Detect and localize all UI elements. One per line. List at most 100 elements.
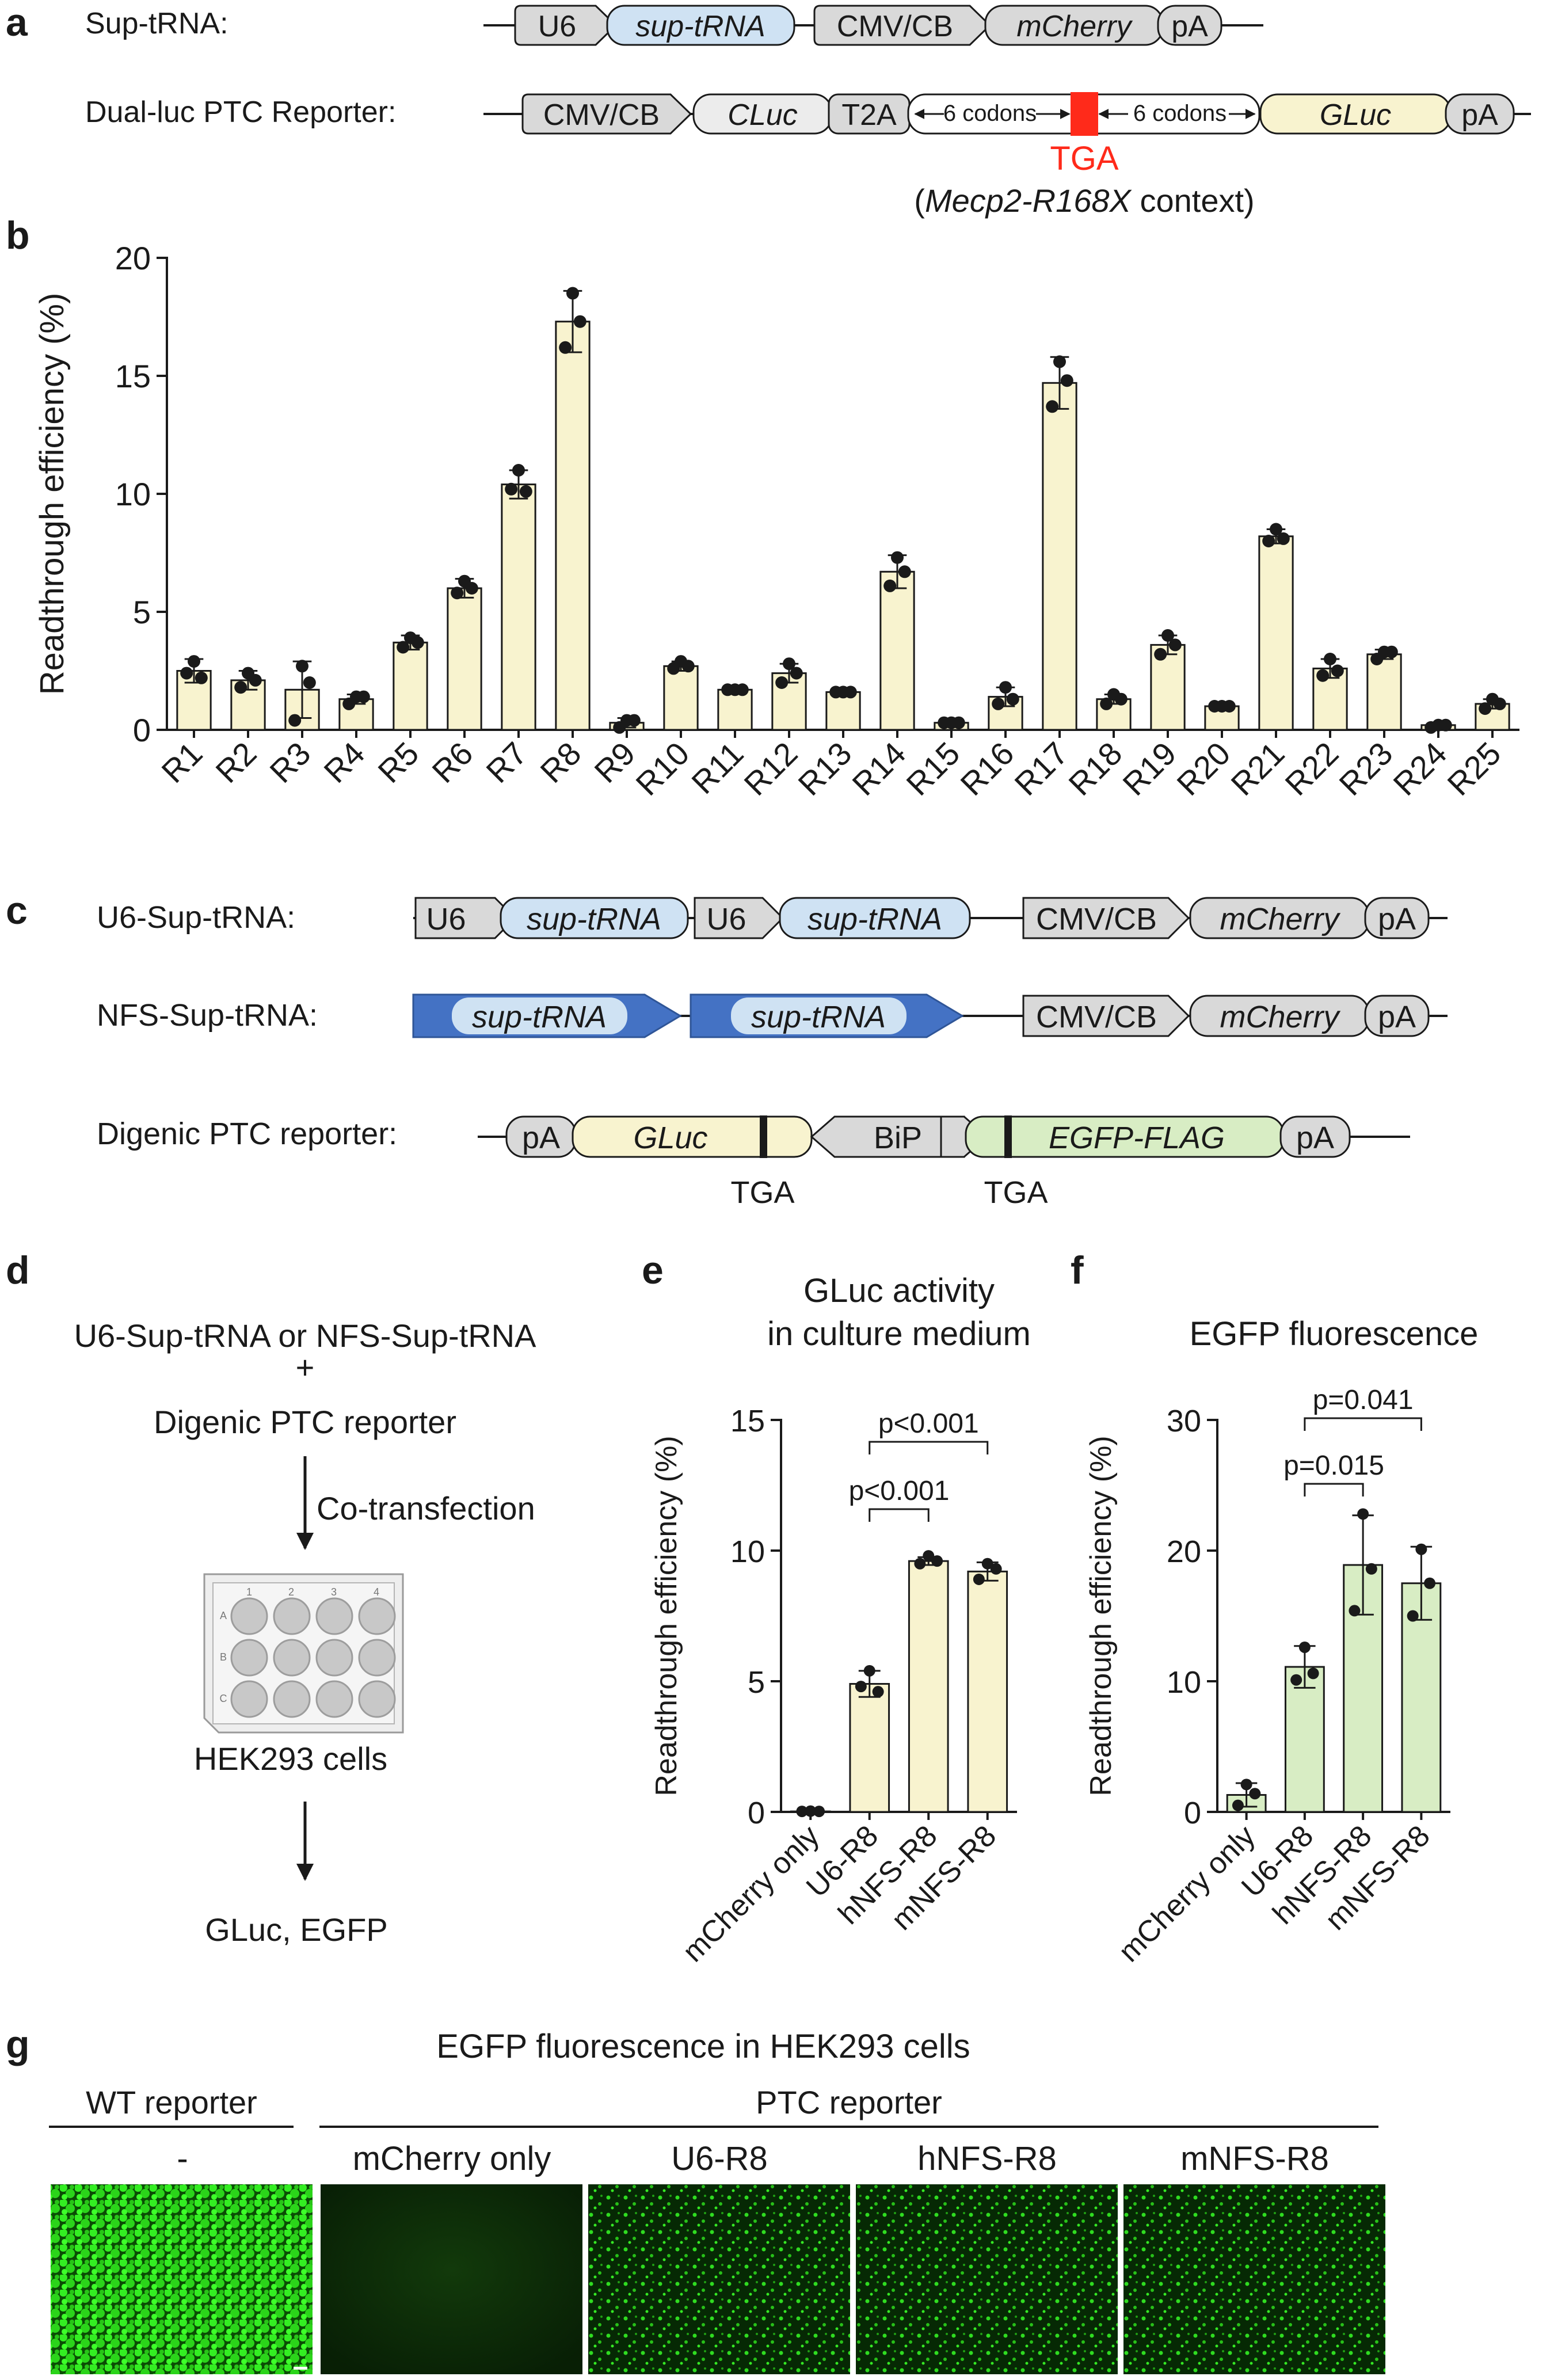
data-point bbox=[1240, 1779, 1252, 1791]
bar bbox=[555, 321, 591, 731]
c-polya-label-2: pA bbox=[1378, 1000, 1416, 1034]
data-point bbox=[1493, 697, 1506, 710]
data-point bbox=[1324, 653, 1336, 665]
plate-row-b: B bbox=[220, 1651, 227, 1663]
g-image-u6-r8 bbox=[588, 2184, 850, 2374]
bar bbox=[663, 665, 699, 731]
d-tga-label-2: TGA bbox=[984, 1175, 1048, 1210]
data-point bbox=[512, 464, 525, 477]
category-label: R14 bbox=[845, 735, 912, 802]
d-polya-label-left: pA bbox=[522, 1121, 560, 1155]
data-point bbox=[613, 721, 626, 734]
data-point bbox=[783, 657, 795, 671]
data-point bbox=[736, 683, 749, 696]
sup-trna-text: sup-tRNA bbox=[635, 10, 765, 43]
plate-well bbox=[358, 1639, 396, 1677]
data-point bbox=[1407, 1610, 1419, 1622]
y-tick-label: 5 bbox=[748, 1665, 765, 1700]
plate-well bbox=[230, 1680, 268, 1718]
panel-letter-b: b bbox=[6, 214, 30, 257]
data-point bbox=[891, 551, 904, 564]
plate-well bbox=[230, 1639, 268, 1677]
cmv-cb-promoter-box bbox=[813, 5, 992, 46]
significance-bracket bbox=[1304, 1417, 1422, 1431]
g-scale-bar bbox=[294, 2367, 307, 2370]
polya-label: pA bbox=[1171, 10, 1208, 43]
p-value-label: p=0.041 bbox=[1313, 1385, 1414, 1415]
data-point bbox=[790, 667, 803, 680]
c-cmv-cb-label-2: CMV/CB bbox=[1036, 1000, 1157, 1034]
data-point bbox=[1053, 355, 1066, 368]
c-polya-box-2 bbox=[1364, 995, 1430, 1037]
data-point bbox=[1316, 669, 1330, 682]
y-tick-label: 20 bbox=[115, 240, 151, 276]
data-point bbox=[1114, 692, 1128, 706]
d-egfp-flag-label: EGFP-FLAG bbox=[1049, 1121, 1225, 1155]
nfs-sup-trna-label-2: sup-tRNA bbox=[751, 1000, 886, 1034]
category-label: R24 bbox=[1386, 735, 1453, 802]
bar bbox=[908, 1560, 949, 1813]
data-point bbox=[296, 660, 308, 673]
panel-e: e 0 5 10 15 Readthrough efficiency (%) GLuc a… bbox=[642, 1248, 1031, 1968]
y-tick-label: 10 bbox=[730, 1534, 765, 1569]
data-point bbox=[234, 681, 247, 694]
data-point bbox=[519, 485, 532, 498]
plate-col-4: 4 bbox=[374, 1586, 379, 1598]
data-point bbox=[667, 662, 680, 675]
t2a-label: T2A bbox=[841, 98, 897, 132]
data-point bbox=[796, 1806, 808, 1818]
panel-g: g EGFP fluorescence in HEK293 cells WT r… bbox=[6, 2023, 1385, 2374]
chart-title: EGFP fluorescence bbox=[1190, 1315, 1479, 1353]
plate-col-3: 3 bbox=[331, 1586, 337, 1598]
data-point bbox=[397, 641, 410, 654]
data-point bbox=[1415, 1543, 1427, 1555]
d-line2: Digenic PTC reporter bbox=[154, 1404, 456, 1440]
data-point bbox=[188, 655, 200, 668]
data-point bbox=[180, 667, 193, 680]
data-point bbox=[1154, 648, 1167, 661]
p-value-label: p=0.015 bbox=[1283, 1450, 1384, 1481]
data-point bbox=[1208, 700, 1221, 713]
bar bbox=[1284, 1666, 1325, 1813]
chart-e-gluc-activity: 0 5 10 15 Readthrough efficiency (%) GLuc act… bbox=[650, 1272, 1031, 1968]
plate-col-2: 2 bbox=[288, 1586, 294, 1598]
panel-a: a Sup-tRNA: Dual-luc PTC Reporter: U6 su… bbox=[6, 1, 1531, 219]
data-point bbox=[1100, 697, 1113, 710]
d-egfp-stop-marker bbox=[1004, 1115, 1012, 1158]
rep-polya-box bbox=[1445, 93, 1515, 135]
data-point bbox=[999, 681, 1012, 694]
c-polya-label-1: pA bbox=[1378, 902, 1416, 936]
well-plate: 1 2 3 4 A B C bbox=[203, 1573, 404, 1734]
category-label: R11 bbox=[684, 735, 750, 801]
bar bbox=[1366, 653, 1402, 731]
bar bbox=[393, 641, 428, 731]
data-point bbox=[990, 1563, 1002, 1575]
data-point bbox=[451, 587, 464, 600]
y-tick-label: 20 bbox=[1167, 1534, 1201, 1569]
plate-wells bbox=[230, 1597, 396, 1718]
plate-well bbox=[315, 1597, 353, 1635]
category-label: R19 bbox=[1115, 735, 1183, 802]
plate-well bbox=[273, 1597, 311, 1635]
u6-promoter-box bbox=[514, 5, 618, 46]
data-point bbox=[357, 690, 370, 703]
data-point bbox=[1270, 523, 1282, 536]
category-label: R5 bbox=[371, 735, 425, 790]
data-point bbox=[411, 636, 424, 649]
data-point bbox=[914, 1558, 926, 1570]
panel-letter-g: g bbox=[6, 2023, 30, 2066]
category-label: R25 bbox=[1440, 735, 1507, 802]
codons-right-label: 6 codons bbox=[1133, 101, 1227, 126]
category-label: R16 bbox=[953, 735, 1020, 802]
significance-bracket bbox=[1304, 1483, 1364, 1496]
nfs-sup-trna-label: NFS-Sup-tRNA: bbox=[97, 998, 318, 1033]
d-plus: + bbox=[296, 1349, 315, 1385]
data-point bbox=[249, 673, 262, 687]
cluc-label: CLuc bbox=[728, 98, 797, 132]
data-point bbox=[805, 1805, 817, 1817]
data-point bbox=[1168, 638, 1182, 652]
data-point bbox=[973, 1573, 985, 1585]
data-point bbox=[681, 660, 695, 673]
panel-letter-f: f bbox=[1071, 1248, 1084, 1292]
plate-well bbox=[230, 1597, 268, 1635]
